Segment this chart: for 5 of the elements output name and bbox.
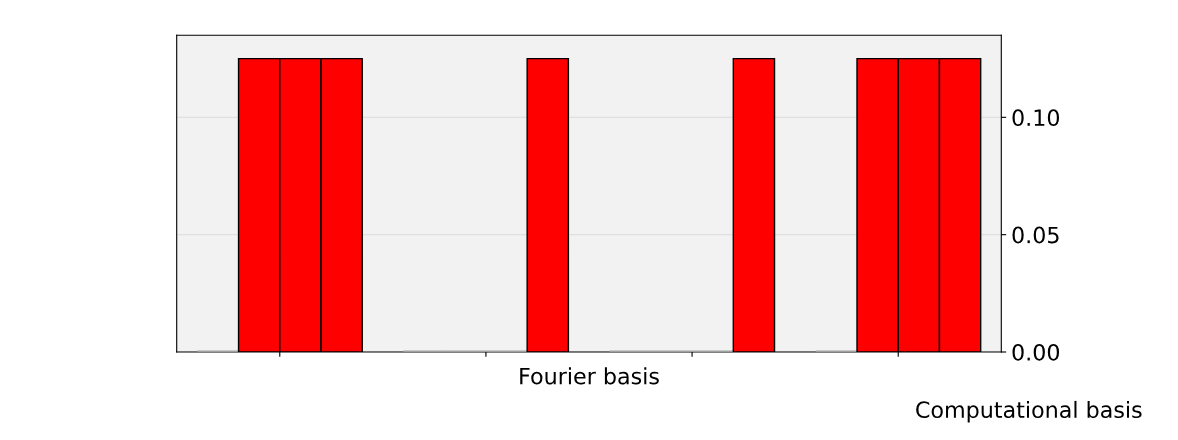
y-tick-label: 0.00	[1012, 343, 1060, 361]
y-tick-label: 0.05	[1012, 226, 1059, 244]
y-tick-label: 0.10	[1012, 109, 1060, 127]
text: Computational basis	[916, 400, 1142, 423]
x-axis-title: Fourier basis	[520, 367, 659, 385]
